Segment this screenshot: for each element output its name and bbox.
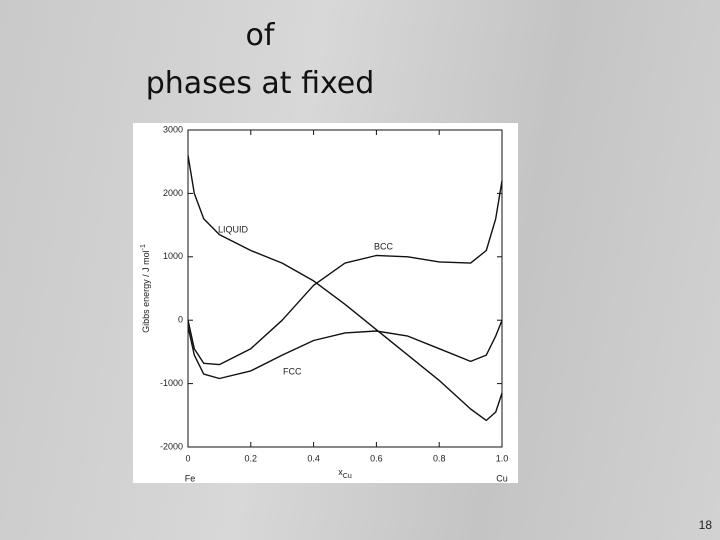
- x-tick-label: 0.2: [245, 453, 258, 463]
- y-axis-label-main: Gibbs energy / J mol: [141, 250, 151, 333]
- y-tick-label: -1000: [160, 378, 183, 388]
- series-label: FCC: [283, 367, 302, 377]
- series-label: BCC: [374, 242, 394, 252]
- plot-frame: [187, 129, 503, 448]
- y-tick-label: 3000: [163, 124, 183, 134]
- y-tick-label: 1000: [163, 251, 183, 261]
- y-tick-label: 2000: [163, 188, 183, 198]
- y-axis-label: Gibbs energy / J mol-1: [140, 244, 152, 333]
- x-tick-label: 1.0: [496, 453, 509, 463]
- y-tick-label: -2000: [160, 441, 183, 451]
- page-number: 18: [698, 518, 712, 532]
- x-axis-label-sub: Cu: [343, 473, 352, 480]
- annotation: Cu: [496, 473, 508, 483]
- x-tick-label: 0: [185, 453, 190, 463]
- series-line: [187, 180, 503, 366]
- series-line: [187, 319, 503, 380]
- title-line: of: [245, 18, 275, 53]
- y-tick-label: 0: [178, 315, 183, 325]
- series-label: LIQUID: [218, 225, 249, 235]
- x-tick-label: 0.4: [307, 453, 320, 463]
- x-tick-label: 0.8: [433, 453, 446, 463]
- x-axis-label-main: x: [338, 467, 343, 477]
- chart: -2000 -1000 0 1000 2000 3000 0 0.2 0.4 0.6 0.8 1.0 x…: [133, 123, 518, 483]
- x-axis-label: xCu: [338, 467, 352, 479]
- chart-background: [133, 123, 518, 483]
- annotation: Fe: [185, 473, 196, 483]
- y-axis-label-sup: -1: [140, 244, 147, 250]
- series-line: [187, 155, 503, 422]
- title-line: phases at fixed: [145, 66, 375, 101]
- x-tick-label: 0.6: [370, 453, 383, 463]
